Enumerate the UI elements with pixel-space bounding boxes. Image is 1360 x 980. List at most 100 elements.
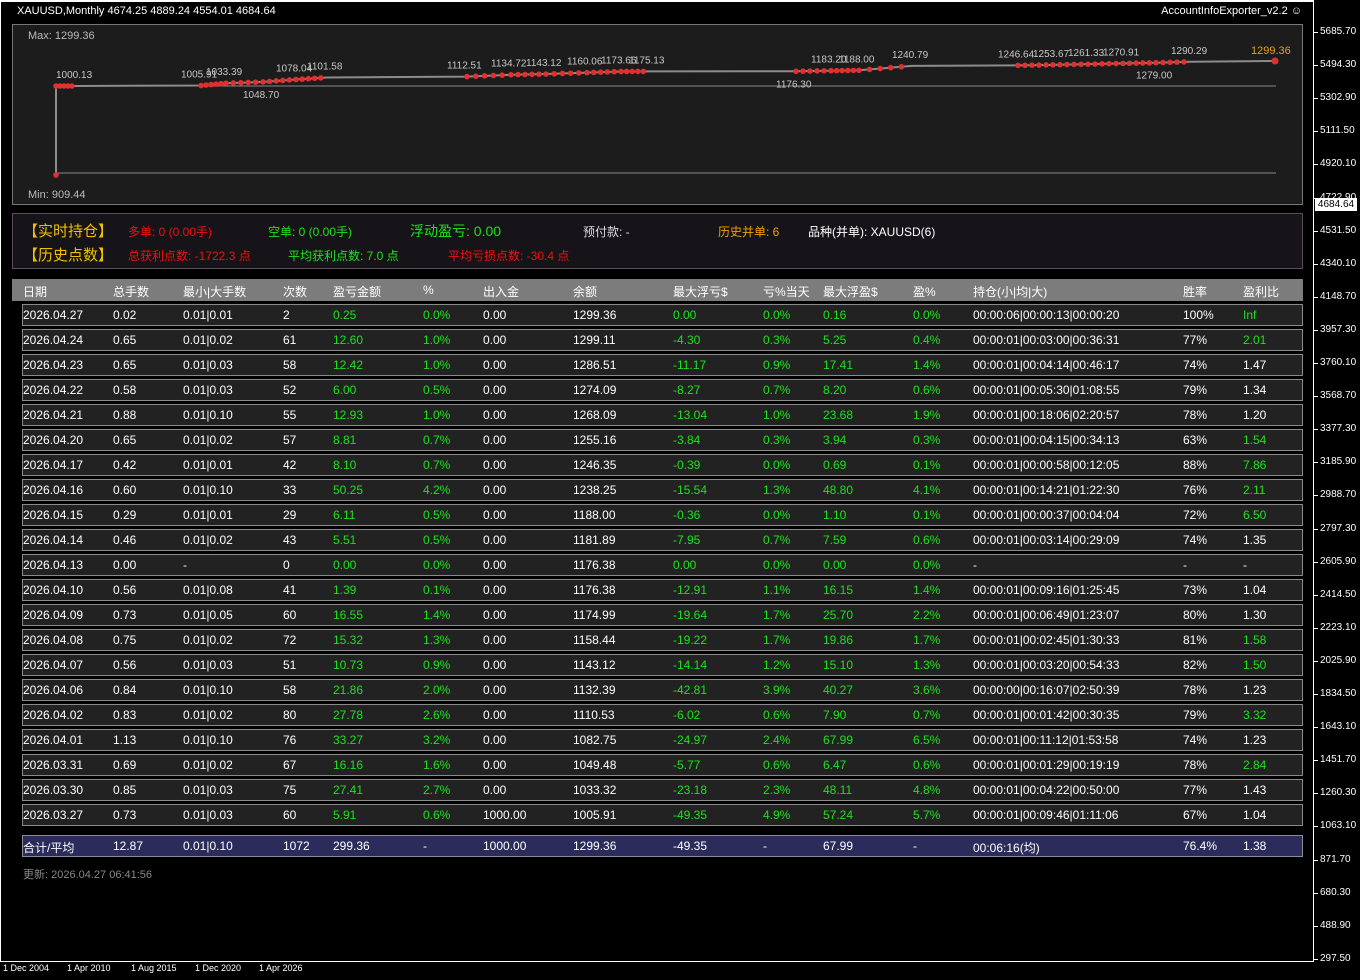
table-cell: 1.3%: [763, 483, 791, 497]
table-cell: 00:00:01|00:18:06|02:20:57: [973, 408, 1120, 422]
summary-cell: 合计/平均: [23, 841, 75, 855]
column-header: 盈利比: [1243, 285, 1280, 299]
table-cell: 3.94: [823, 433, 847, 447]
table-cell: 1.50: [1243, 658, 1267, 672]
indicator-name: AccountInfoExporter_v2.2 ☺: [1161, 5, 1302, 17]
table-cell: 1.58: [1243, 633, 1267, 647]
table-cell: 00:00:01|00:02:45|01:30:33: [973, 633, 1120, 647]
price-axis-label: 5302.90: [1314, 92, 1356, 103]
table-cell: 6.5%: [913, 733, 941, 747]
trade-dot: [515, 71, 521, 78]
table-cell: -13.04: [673, 408, 708, 422]
table-cell: 0.25: [333, 308, 357, 322]
table-cell: 1.3%: [423, 633, 451, 647]
table-row: 2026.04.02 0.83 0.01|0.02 80 27.78 2.6% 0.00 11…: [22, 704, 1303, 726]
trade-dot: [238, 79, 244, 86]
trade-dot: [213, 81, 219, 87]
table-cell: 2.4%: [763, 733, 791, 747]
table-cell: 76%: [1183, 483, 1208, 497]
table-cell: 1.0%: [423, 358, 451, 372]
trade-dot: [1153, 59, 1159, 66]
table-cell: 2026.04.24: [23, 333, 84, 347]
table-cell: 2026.04.08: [23, 633, 84, 647]
table-cell: 16.55: [333, 608, 364, 622]
table-cell: 8.81: [333, 433, 357, 447]
table-cell: 72: [283, 633, 297, 647]
trade-dot: [543, 71, 549, 77]
price-axis-label: 4340.10: [1314, 258, 1356, 269]
table-cell: 67: [283, 758, 297, 772]
history-points-heading: 【历史点数】: [23, 247, 114, 264]
table-cell: 81%: [1183, 633, 1208, 647]
trade-dot: [1036, 62, 1042, 68]
trade-dot: [490, 72, 497, 79]
column-header: 亏%当天: [763, 285, 810, 299]
table-cell: 3.9%: [763, 683, 791, 697]
table-cell: 5.7%: [913, 808, 941, 822]
table-cell: 80%: [1183, 608, 1208, 622]
balance-label: 1175.13: [629, 55, 665, 66]
table-cell: 6.00: [333, 383, 357, 397]
table-cell: 1176.38: [573, 558, 616, 572]
price-axis-label: 680.30: [1314, 887, 1351, 898]
trade-dot: [551, 70, 557, 77]
table-cell: 0.83: [113, 708, 137, 722]
table-cell: 0.7%: [423, 458, 451, 472]
price-axis-label: 3185.90: [1314, 456, 1356, 467]
table-cell: 7.86: [1243, 458, 1267, 472]
trade-dot: [1174, 59, 1180, 65]
table-cell: 1.9%: [913, 408, 941, 422]
balance-label: 1173.66: [601, 55, 637, 66]
table-cell: 2: [283, 308, 290, 322]
table-cell: 1033.32: [573, 783, 617, 797]
table-cell: 12.42: [333, 358, 364, 372]
avg-loss-points: 平均亏损点数: -30.4 点: [448, 249, 570, 263]
table-cell: 0.01|0.03: [183, 383, 233, 397]
table-cell: 6.11: [333, 508, 356, 522]
table-cell: 0.60: [113, 483, 137, 497]
table-cell: 43: [283, 533, 297, 547]
table-cell: 1.0%: [423, 408, 451, 422]
table-cell: 1.4%: [913, 358, 941, 372]
trade-dot: [839, 67, 845, 74]
table-cell: 15.32: [333, 633, 364, 647]
column-header: 持仓(小|均|大): [973, 285, 1048, 299]
table-cell: 77%: [1183, 333, 1208, 347]
table-cell: 0.00: [483, 383, 507, 397]
table-cell: 0.00: [483, 508, 507, 522]
trade-dot: [1022, 62, 1028, 69]
balance-label: 1112.51: [447, 61, 482, 72]
table-cell: 1.3%: [913, 658, 941, 672]
summary-cell: -: [913, 839, 917, 853]
table-cell: 0.00: [333, 558, 357, 572]
table-cell: 80: [283, 708, 297, 722]
table-cell: 48.80: [823, 483, 854, 497]
price-axis-label: 3957.30: [1314, 324, 1356, 335]
table-cell: 0.7%: [913, 708, 941, 722]
trade-dot: [69, 83, 75, 89]
table-cell: 3.6%: [913, 683, 941, 697]
table-cell: 67%: [1183, 808, 1208, 822]
table-cell: 0.00: [483, 783, 507, 797]
table-row: 2026.04.27 0.02 0.01|0.01 2 0.25 0.0% 0.00 1299…: [22, 304, 1303, 326]
table-cell: 1274.09: [573, 383, 617, 397]
table-cell: 73%: [1183, 583, 1208, 597]
price-axis-label: 1834.50: [1314, 688, 1356, 699]
table-cell: 0.7%: [763, 383, 791, 397]
current-price: 4684.64: [1315, 198, 1357, 211]
time-axis-label: 1 Apr 2026: [259, 963, 303, 973]
trade-dot: [877, 65, 883, 72]
table-cell: 0.01|0.03: [183, 808, 233, 822]
table-cell: 0.6%: [763, 708, 791, 722]
table-cell: 0.75: [113, 633, 137, 647]
trade-dot: [1133, 60, 1139, 66]
trade-dot: [61, 83, 67, 89]
table-cell: 77%: [1183, 783, 1208, 797]
table-cell: 0.00: [483, 708, 507, 722]
summary-cell: 1299.36: [573, 839, 617, 853]
table-cell: 0.16: [823, 308, 847, 322]
balance-label: 1183.20: [811, 55, 847, 66]
table-cell: 00:00:01|00:11:12|01:53:58: [973, 733, 1119, 747]
table-cell: 15.10: [823, 658, 854, 672]
table-cell: 23.68: [823, 408, 854, 422]
